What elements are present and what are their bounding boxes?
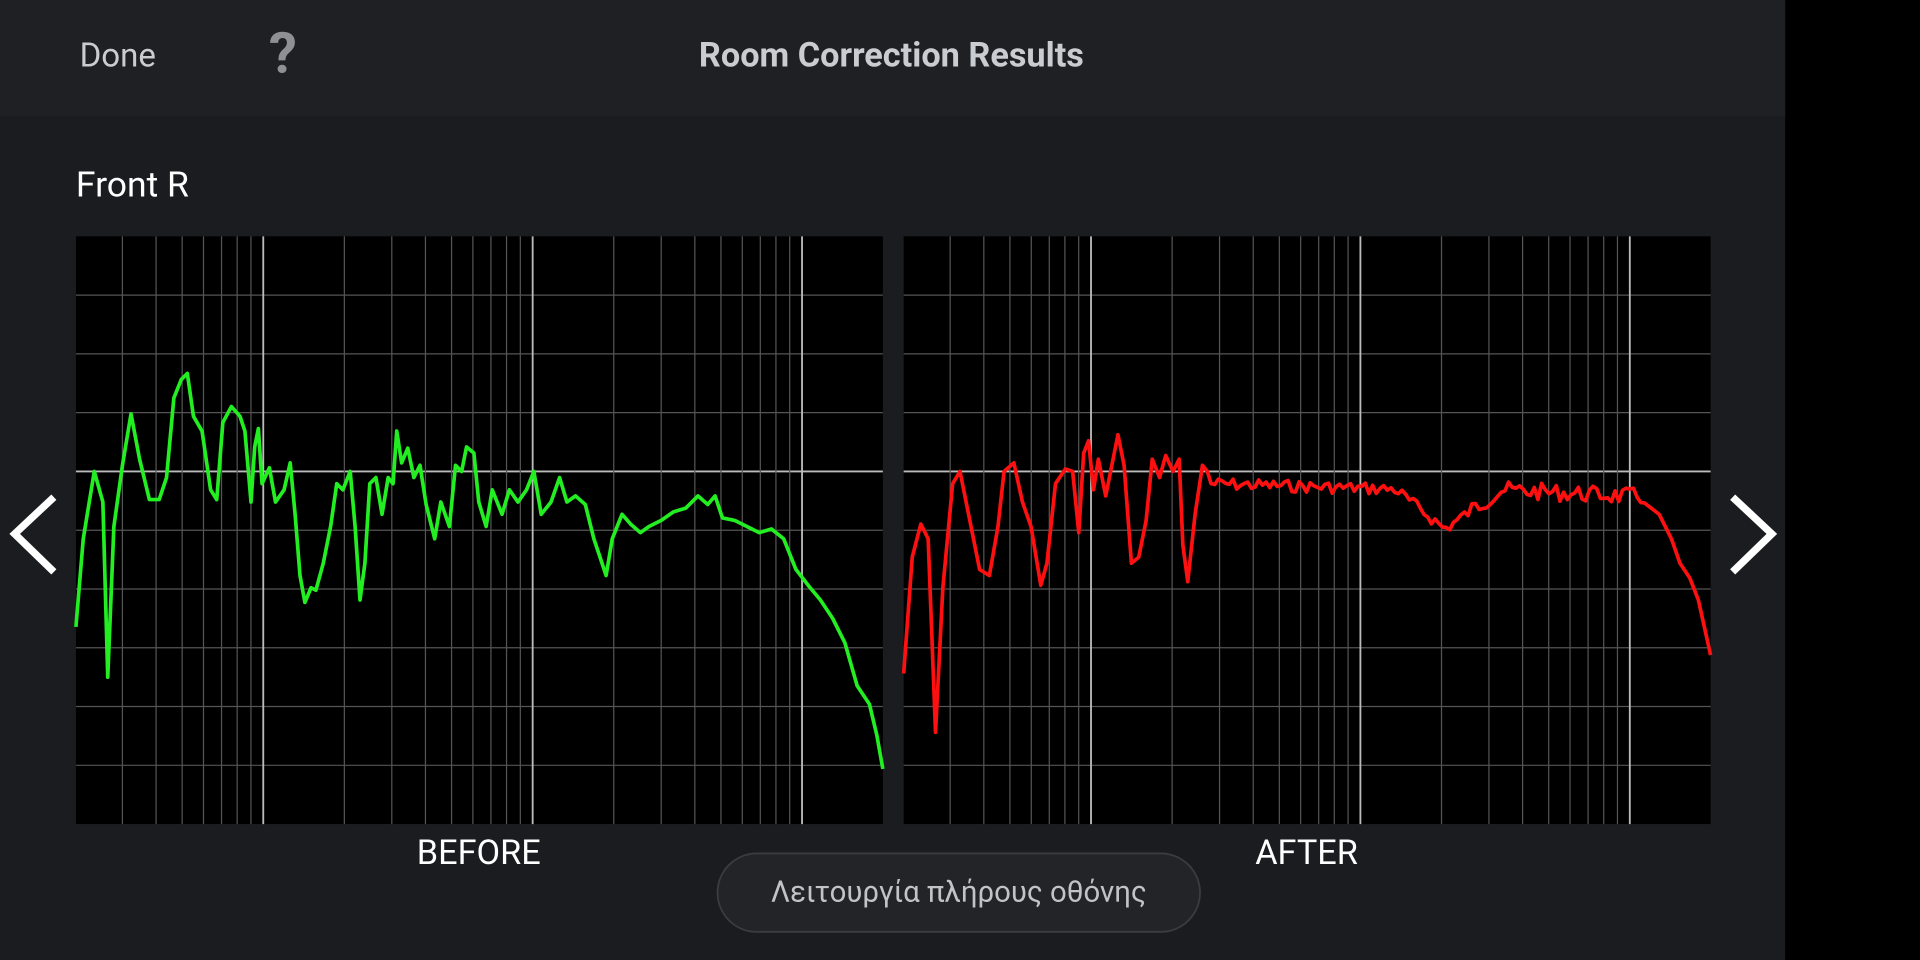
before-curve [74, 371, 885, 770]
page-title: Room Correction Results [699, 36, 1084, 76]
done-button[interactable]: Done [80, 36, 156, 75]
previous-arrow[interactable] [9, 494, 57, 575]
channel-label: Front R [76, 164, 189, 206]
next-arrow[interactable] [1730, 494, 1778, 575]
help-button[interactable]: ? [269, 20, 297, 86]
before-label: BEFORE [417, 833, 541, 873]
button-background [716, 852, 1201, 933]
header-bar [0, 0, 1786, 117]
after-label: AFTER [1255, 833, 1358, 873]
grid [75, 236, 1711, 825]
fullscreen-button[interactable]: Λειτουργία πλήρους οθόνης [716, 852, 1201, 933]
button-label: Λειτουργία πλήρους οθόνης [771, 876, 1147, 910]
side-strip [1785, 0, 1920, 960]
after-curve [901, 432, 1713, 735]
